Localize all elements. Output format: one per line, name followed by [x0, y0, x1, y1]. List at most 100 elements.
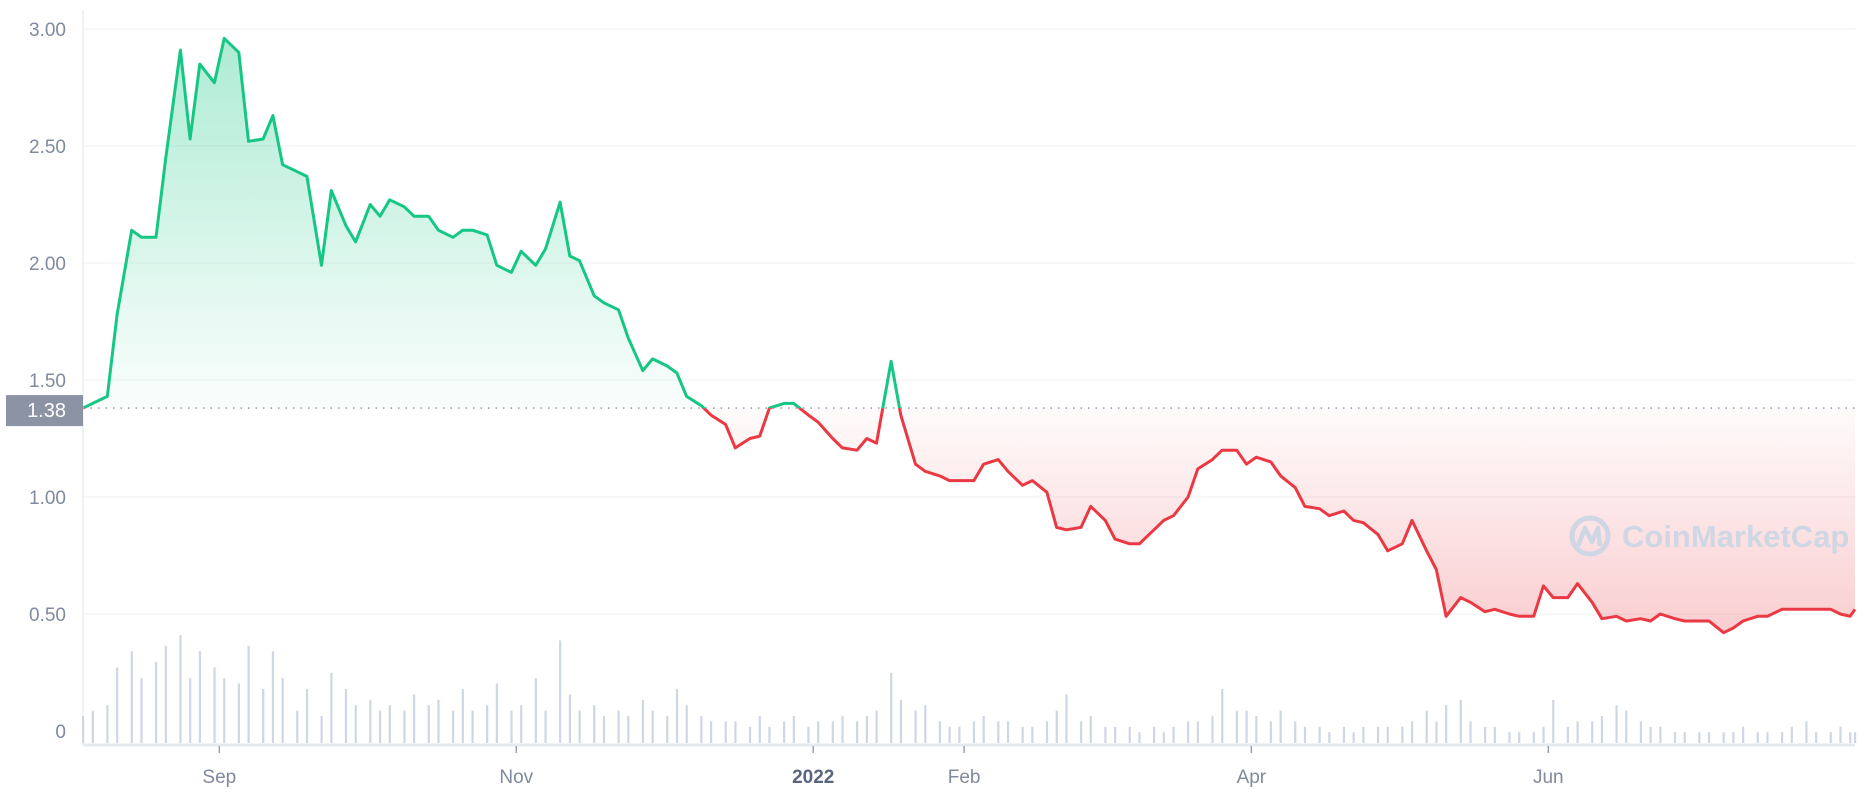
volume-bar — [1508, 732, 1511, 743]
volume-bar — [958, 726, 961, 743]
volume-bar — [1055, 710, 1058, 743]
volume-bar — [593, 705, 596, 743]
volume-bar — [1104, 726, 1107, 743]
volume-bar — [1576, 721, 1579, 743]
volume-bar — [1790, 726, 1793, 743]
volume-bar — [1386, 726, 1389, 743]
y-tick-label: 1.50 — [29, 371, 66, 392]
volume-bar — [914, 710, 917, 743]
x-tick-label: Jun — [1533, 767, 1564, 788]
volume-bar — [1152, 726, 1156, 743]
volume-bar — [1732, 732, 1735, 743]
volume-bar — [1805, 721, 1808, 743]
volume-bar — [817, 721, 820, 743]
volume-bar — [1815, 732, 1818, 743]
volume-bar — [627, 716, 630, 743]
volume-bar — [890, 672, 893, 743]
volume-bar — [344, 689, 348, 743]
volume-bar — [1303, 726, 1307, 743]
volume-bar — [1211, 716, 1214, 743]
volume-bar — [305, 689, 309, 743]
volume-bar — [948, 726, 951, 743]
volume-bar — [354, 705, 357, 743]
volume-bar — [1079, 721, 1083, 743]
volume-bar — [982, 716, 985, 743]
x-tick-label: Feb — [948, 767, 981, 788]
volume-bar — [1469, 721, 1472, 743]
volume-bar — [330, 672, 333, 743]
volume-bar — [1269, 721, 1273, 743]
volume-bar — [1707, 732, 1711, 743]
watermark-text: CoinMarketCap — [1622, 519, 1849, 554]
volume-bar — [1187, 721, 1190, 743]
volume-bar — [320, 716, 323, 743]
volume-bar — [1673, 732, 1677, 743]
volume-bar — [1162, 732, 1165, 743]
volume-bar — [783, 721, 786, 743]
area-above-reference — [83, 38, 900, 409]
volume-bar — [1245, 710, 1248, 743]
volume-bar — [1552, 699, 1555, 743]
volume-bar — [700, 716, 703, 743]
volume-bar — [140, 678, 143, 743]
reference-price-label: 1.38 — [27, 400, 66, 422]
volume-bar — [1566, 726, 1569, 743]
volume-bar — [841, 716, 844, 743]
volume-bar — [1839, 726, 1842, 743]
price-line — [82, 36, 1857, 635]
volume-bar — [1742, 726, 1745, 743]
volume-bar — [486, 705, 489, 743]
volume-bar — [237, 683, 240, 743]
volume-bar — [724, 721, 727, 743]
volume-bar — [413, 694, 416, 743]
volume-bar — [1362, 726, 1365, 743]
volume-bar — [758, 716, 761, 743]
volume-bar — [1649, 726, 1652, 743]
price-line-below — [82, 408, 1857, 635]
volume-bar — [1128, 726, 1131, 743]
volume-bar — [1722, 732, 1725, 743]
volume-bar — [1425, 710, 1428, 743]
volume-bar — [617, 710, 620, 743]
volume-bar — [568, 694, 572, 743]
volume-bar — [1031, 726, 1034, 743]
volume-bar — [1756, 732, 1759, 743]
volume-bar — [1484, 726, 1487, 743]
volume-bar — [1829, 732, 1832, 743]
volume-bar — [1401, 726, 1404, 743]
reference-price-tag: 1.38 — [6, 395, 83, 427]
volume-bar — [198, 651, 202, 743]
volume-bar — [116, 667, 119, 743]
volume-bar — [1532, 732, 1535, 743]
x-tick-label: Apr — [1237, 767, 1267, 788]
coinmarketcap-logo-icon — [1569, 515, 1611, 557]
volume-bar — [91, 710, 94, 743]
volume-bar — [388, 705, 391, 743]
volume-bar — [82, 716, 85, 743]
volume-bar — [1615, 705, 1618, 743]
volume-bar — [641, 699, 645, 743]
volume-bar — [1342, 726, 1346, 743]
volume-bar — [1255, 716, 1258, 743]
volume-bar — [972, 721, 976, 743]
volume-bar — [865, 716, 868, 743]
volume-bar — [189, 678, 192, 743]
volume-bar — [427, 705, 430, 743]
volume-bar — [247, 645, 250, 743]
volume-bar — [1518, 732, 1521, 743]
volume-bar — [1065, 694, 1068, 743]
volume-bar — [1352, 732, 1355, 743]
volume-bar — [471, 710, 474, 743]
volume-bar — [1849, 732, 1852, 743]
x-tick-label: Nov — [499, 767, 533, 788]
volume-bar — [1172, 726, 1175, 743]
price-area — [83, 38, 1855, 633]
volume-bar — [997, 721, 1000, 743]
volume-bar — [106, 705, 109, 743]
volume-bar — [213, 667, 216, 743]
volume-bar — [1683, 732, 1686, 743]
volume-bar — [685, 705, 688, 743]
coinmarketcap-watermark: CoinMarketCap — [1569, 515, 1849, 557]
volume-bar — [666, 716, 669, 743]
